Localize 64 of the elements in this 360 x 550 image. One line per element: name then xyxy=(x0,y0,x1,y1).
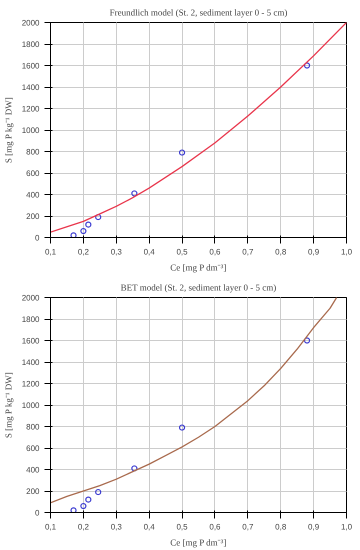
point xyxy=(85,496,92,503)
chart-title: BET model (St. 2, sediment layer 0 - 5 cm) xyxy=(120,282,276,292)
y-tick-label: 200 xyxy=(26,487,40,496)
y-tick-label: 200 xyxy=(26,212,40,221)
x-tick-label: 0,3 xyxy=(110,248,122,256)
x-axis-title: Ce [mg P dm⁻³] xyxy=(170,262,226,272)
point xyxy=(85,222,92,228)
y-tick-label: 0 xyxy=(35,234,40,242)
y-tick-label: 0 xyxy=(35,508,40,518)
x-tick-label: 0,8 xyxy=(275,522,287,532)
y-tick-label: 1800 xyxy=(22,40,40,49)
x-tick-label: 0,1 xyxy=(44,522,57,532)
y-tick-label: 400 xyxy=(26,466,40,474)
x-tick-label: 0,7 xyxy=(242,522,254,532)
x-tick-label: 0,2 xyxy=(78,522,90,532)
point xyxy=(70,232,77,238)
x-tick-label: 0,9 xyxy=(308,248,320,256)
point xyxy=(131,190,138,197)
x-tick-label: 0,1 xyxy=(44,248,57,256)
x-axis-title: Ce [mg P dm⁻³] xyxy=(170,538,226,548)
x-tick-label: 0,6 xyxy=(209,248,222,256)
y-tick-label: 800 xyxy=(26,422,40,432)
x-tick-label: 1,0 xyxy=(340,248,353,256)
line-series xyxy=(50,298,338,504)
y-tick-label: 1000 xyxy=(22,126,40,135)
point xyxy=(95,214,102,220)
y-tick-label: 1400 xyxy=(22,358,40,367)
y-tick-label: 400 xyxy=(26,190,40,200)
point xyxy=(70,507,77,512)
y-tick-label: 1200 xyxy=(22,380,40,388)
line-series xyxy=(50,22,346,233)
y-tick-label: 1200 xyxy=(22,104,40,114)
point xyxy=(131,465,138,472)
x-tick-label: 0,2 xyxy=(78,248,90,256)
y-tick-label: 600 xyxy=(26,169,40,178)
y-tick-label: 2000 xyxy=(22,18,40,28)
y-tick-label: 800 xyxy=(26,148,40,156)
point xyxy=(80,502,86,510)
y-tick-label: 2000 xyxy=(22,294,40,302)
chart-title: Freundlich model (St. 2, sediment layer 0 - 5 cm) xyxy=(110,8,288,18)
y-tick-label: 1600 xyxy=(22,336,40,346)
x-tick-label: 1,0 xyxy=(340,522,353,532)
y-tick-label: 1800 xyxy=(22,315,40,324)
point xyxy=(304,62,310,69)
x-tick-label: 0,5 xyxy=(176,248,188,256)
y-axis-title: S [mg P kg⁻¹ DW] xyxy=(4,372,14,438)
y-tick-label: 1400 xyxy=(22,83,40,92)
point xyxy=(178,149,186,156)
point xyxy=(304,337,310,344)
x-tick-label: 0,8 xyxy=(275,248,287,256)
x-tick-label: 0,4 xyxy=(144,248,156,256)
x-tick-label: 0,5 xyxy=(176,522,188,532)
point xyxy=(80,228,86,234)
x-tick-label: 0,7 xyxy=(242,248,254,256)
x-tick-label: 0,3 xyxy=(110,522,122,532)
x-tick-label: 0,9 xyxy=(308,522,320,532)
y-tick-label: 1000 xyxy=(22,401,40,410)
y-tick-label: 1600 xyxy=(22,62,40,70)
point xyxy=(95,488,102,496)
x-tick-label: 0,6 xyxy=(209,522,222,532)
point xyxy=(178,424,186,431)
y-axis-title: S [mg P kg⁻¹ DW] xyxy=(4,97,14,164)
y-tick-label: 600 xyxy=(26,444,40,453)
x-tick-label: 0,4 xyxy=(144,522,156,532)
